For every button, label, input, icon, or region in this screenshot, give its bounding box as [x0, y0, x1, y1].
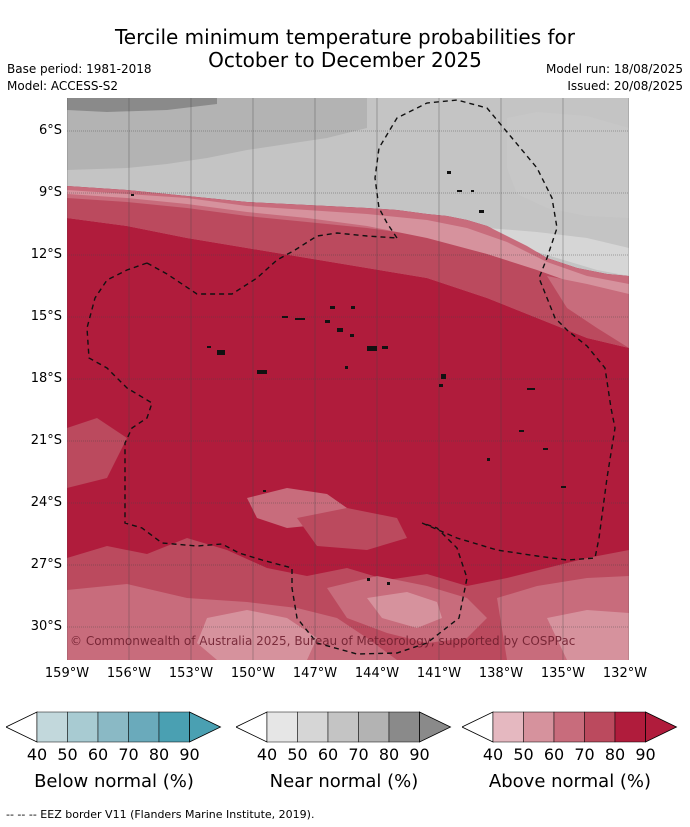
- below-normal-colorbar: [6, 711, 222, 743]
- model-run: Model run: 18/08/2025: [545, 62, 683, 76]
- colorbar-tick-label: 50: [57, 745, 78, 764]
- colorbar-bin: [584, 711, 616, 743]
- colorbar-extension-high: [419, 711, 452, 743]
- lon-label: 156°W: [106, 666, 152, 681]
- lat-label: 9°S: [38, 185, 62, 200]
- colorbar-tick-label: 80: [378, 745, 400, 764]
- probability-map: [67, 98, 629, 660]
- colorbar-bin: [297, 711, 329, 743]
- lat-label: 18°S: [30, 371, 62, 386]
- near-normal-colorbar: [236, 711, 452, 743]
- colorbar-tick-label: 70: [574, 745, 595, 764]
- lat-label: 12°S: [30, 247, 62, 262]
- lat-label: 30°S: [30, 619, 62, 634]
- colorbar-bin: [492, 711, 524, 743]
- lon-label: 138°W: [478, 666, 524, 681]
- colorbar-bin: [158, 711, 190, 743]
- lon-label: 159°W: [44, 666, 90, 681]
- lat-label: 15°S: [30, 309, 62, 324]
- map-title-line-1: Tercile minimum temperature probabilitie…: [114, 25, 576, 49]
- colorbar-bin: [67, 711, 99, 743]
- colorbar-tick-label: 60: [543, 745, 565, 764]
- lon-label: 141°W: [416, 666, 462, 681]
- colorbar-bin: [553, 711, 585, 743]
- colorbar-bin: [327, 711, 359, 743]
- colorbar-tick-label: 80: [148, 745, 170, 764]
- colorbar-tick-label: 50: [513, 745, 534, 764]
- colorbar-extension-high: [645, 711, 678, 743]
- model-name: Model: ACCESS-S2: [7, 79, 119, 93]
- colorbar-bin: [36, 711, 68, 743]
- colorbar-extension-high: [189, 711, 222, 743]
- lon-label: 150°W: [230, 666, 276, 681]
- lon-label: 153°W: [168, 666, 214, 681]
- lon-label: 147°W: [292, 666, 338, 681]
- above-normal-label: Above normal (%): [488, 771, 652, 792]
- colorbar-extension-low: [236, 711, 268, 743]
- lat-label: 27°S: [30, 557, 62, 572]
- map-title-line-2: October to December 2025: [208, 48, 482, 72]
- colorbar-tick-label: 70: [118, 745, 139, 764]
- near-normal-label: Near normal (%): [269, 771, 419, 792]
- colorbar-bin: [614, 711, 646, 743]
- colorbar-tick-label: 90: [635, 745, 656, 764]
- colorbar-bin: [523, 711, 555, 743]
- eez-legend: -- -- -- EEZ border V11 (Flanders Marine…: [6, 808, 315, 821]
- colorbar-tick-label: 70: [348, 745, 369, 764]
- colorbar-tick-label: 50: [287, 745, 308, 764]
- colorbar-tick-label: 90: [179, 745, 200, 764]
- colorbar-bin: [388, 711, 420, 743]
- colorbar-tick-label: 40: [26, 745, 48, 764]
- colorbar-bin: [358, 711, 390, 743]
- lat-label: 6°S: [38, 123, 62, 138]
- colorbar-tick-label: 40: [256, 745, 278, 764]
- lat-label: 21°S: [30, 433, 62, 448]
- lon-label: 144°W: [354, 666, 400, 681]
- issued-date: Issued: 20/08/2025: [567, 79, 683, 93]
- lon-label: 135°W: [540, 666, 586, 681]
- colorbar-tick-label: 40: [482, 745, 504, 764]
- colorbar-bin: [97, 711, 129, 743]
- colorbar-tick-label: 80: [604, 745, 626, 764]
- lat-label: 24°S: [30, 495, 62, 510]
- colorbar-extension-low: [6, 711, 38, 743]
- copyright-notice: © Commonwealth of Australia 2025, Bureau…: [70, 634, 576, 648]
- below-normal-label: Below normal (%): [34, 771, 194, 792]
- colorbar-bin: [128, 711, 160, 743]
- above-normal-colorbar: [462, 711, 678, 743]
- colorbar-tick-label: 60: [87, 745, 109, 764]
- colorbar-tick-label: 60: [317, 745, 339, 764]
- colorbar-bin: [266, 711, 298, 743]
- colorbar-extension-low: [462, 711, 494, 743]
- colorbar-tick-label: 90: [409, 745, 430, 764]
- base-period: Base period: 1981-2018: [7, 62, 152, 76]
- lon-label: 132°W: [602, 666, 648, 681]
